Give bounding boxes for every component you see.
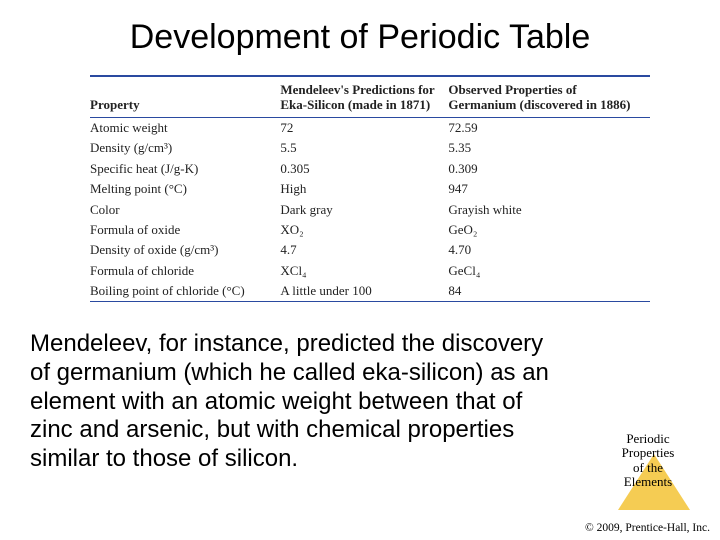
cell-pred: High	[280, 179, 448, 199]
cell-pred: 4.7	[280, 240, 448, 260]
cell-obs: Grayish white	[448, 199, 650, 219]
table-row: Formula of oxideXO₂GeO₂	[90, 220, 650, 240]
comparison-table: Property Mendeleev's Predictions for Eka…	[90, 75, 650, 302]
side-l4: Elements	[624, 474, 672, 489]
th-prediction: Mendeleev's Predictions for Eka-Silicon …	[280, 77, 448, 117]
page-title: Development of Periodic Table	[0, 0, 720, 57]
cell-pred: Dark gray	[280, 199, 448, 219]
cell-pred: 0.305	[280, 159, 448, 179]
th-observed: Observed Properties of Germanium (discov…	[448, 77, 650, 117]
side-l3: of the	[633, 460, 663, 475]
cell-prop: Formula of oxide	[90, 220, 280, 240]
cell-prop: Specific heat (J/g-K)	[90, 159, 280, 179]
cell-obs: 5.35	[448, 138, 650, 158]
cell-obs: 84	[448, 281, 650, 301]
cell-pred: 5.5	[280, 138, 448, 158]
body-text: Mendeleev, for instance, predicted the d…	[30, 330, 560, 474]
side-l2: Properties	[622, 445, 675, 460]
table-row: Formula of chlorideXCl₄GeCl₄	[90, 261, 650, 281]
copyright: © 2009, Prentice-Hall, Inc.	[585, 522, 710, 534]
side-l1: Periodic	[626, 431, 669, 446]
table-row: Melting point (°C)High947	[90, 179, 650, 199]
cell-prop: Formula of chloride	[90, 261, 280, 281]
side-label: Periodic Properties of the Elements	[598, 432, 698, 504]
table-row: ColorDark grayGrayish white	[90, 199, 650, 219]
cell-obs: GeCl₄	[448, 261, 650, 281]
cell-prop: Density of oxide (g/cm³)	[90, 240, 280, 260]
cell-pred: 72	[280, 117, 448, 138]
bottom-rule	[90, 301, 650, 302]
table-row: Density of oxide (g/cm³)4.74.70	[90, 240, 650, 260]
cell-prop: Atomic weight	[90, 117, 280, 138]
cell-pred: A little under 100	[280, 281, 448, 301]
cell-prop: Density (g/cm³)	[90, 138, 280, 158]
table-row: Density (g/cm³)5.55.35	[90, 138, 650, 158]
cell-obs: GeO₂	[448, 220, 650, 240]
cell-obs: 0.309	[448, 159, 650, 179]
cell-obs: 947	[448, 179, 650, 199]
cell-pred: XO₂	[280, 220, 448, 240]
table-row: Specific heat (J/g-K)0.3050.309	[90, 159, 650, 179]
cell-prop: Color	[90, 199, 280, 219]
cell-prop: Boiling point of chloride (°C)	[90, 281, 280, 301]
table-row: Atomic weight7272.59	[90, 117, 650, 138]
cell-obs: 72.59	[448, 117, 650, 138]
th-property: Property	[90, 77, 280, 117]
cell-obs: 4.70	[448, 240, 650, 260]
cell-pred: XCl₄	[280, 261, 448, 281]
table-row: Boiling point of chloride (°C)A little u…	[90, 281, 650, 301]
cell-prop: Melting point (°C)	[90, 179, 280, 199]
